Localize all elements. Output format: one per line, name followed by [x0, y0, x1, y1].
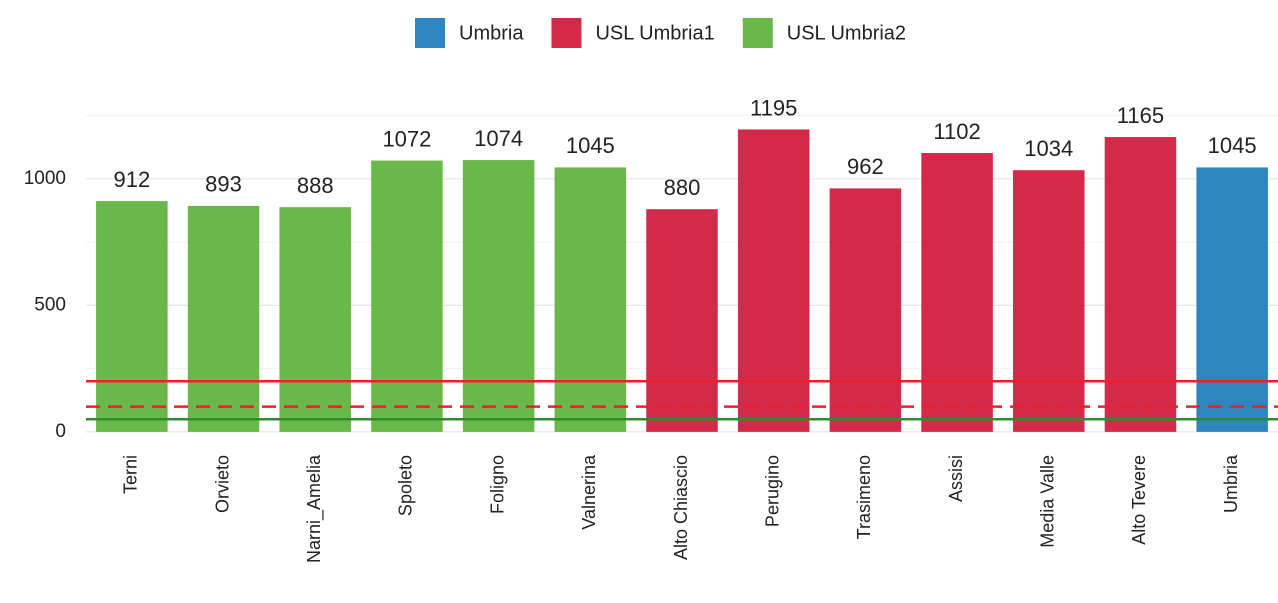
- bar: [1104, 137, 1177, 432]
- value-label: 1165: [1117, 103, 1164, 128]
- bar: [187, 205, 260, 432]
- bar: [371, 160, 443, 432]
- x-tick-label: Foligno: [487, 455, 507, 514]
- bar: [829, 188, 902, 432]
- x-tick-label: Umbria: [1221, 454, 1241, 513]
- value-label: 912: [113, 167, 150, 192]
- x-tick-label: Media Valle: [1038, 455, 1058, 548]
- x-tick-label: Alto Tevere: [1129, 455, 1149, 545]
- value-label: 888: [297, 173, 334, 198]
- x-tick-label: Alto Chiascio: [671, 455, 691, 560]
- x-tick-label: Spoleto: [396, 455, 416, 516]
- bar: [1013, 170, 1085, 432]
- value-label: 1074: [474, 126, 523, 151]
- legend-label: USL Umbria2: [787, 22, 906, 44]
- legend-label: USL Umbria1: [595, 22, 714, 44]
- legend-label: Umbria: [459, 22, 524, 44]
- x-tick-label: Trasimeno: [854, 455, 874, 539]
- x-tick-label: Orvieto: [212, 455, 232, 513]
- bar: [279, 207, 351, 432]
- legend-swatch: [742, 18, 773, 48]
- x-tick-label: Terni: [121, 455, 141, 494]
- value-label: 962: [847, 154, 884, 179]
- bar: [921, 152, 993, 432]
- value-label: 893: [205, 172, 242, 197]
- legend-swatch: [551, 18, 582, 48]
- x-tick-label: Assisi: [946, 455, 966, 502]
- value-label: 1034: [1024, 136, 1073, 161]
- y-tick-label: 500: [34, 294, 66, 315]
- value-label: 880: [664, 175, 701, 200]
- value-label: 1045: [566, 133, 615, 158]
- bar: [1196, 167, 1268, 432]
- bar: [96, 201, 168, 432]
- value-label: 1045: [1208, 133, 1257, 158]
- bar: [737, 129, 810, 432]
- bar: [646, 209, 718, 432]
- x-tick-label: Valnerina: [579, 454, 599, 530]
- value-label: 1102: [933, 119, 980, 144]
- value-label: 1072: [382, 126, 431, 151]
- x-tick-label: Narni_Amelia: [304, 454, 325, 563]
- bar: [554, 167, 627, 432]
- y-tick-label: 0: [55, 421, 66, 442]
- x-tick-label: Perugino: [762, 455, 782, 527]
- value-label: 1195: [750, 95, 797, 120]
- bar: [462, 160, 535, 432]
- legend-swatch: [415, 18, 445, 48]
- y-tick-label: 1000: [24, 168, 66, 189]
